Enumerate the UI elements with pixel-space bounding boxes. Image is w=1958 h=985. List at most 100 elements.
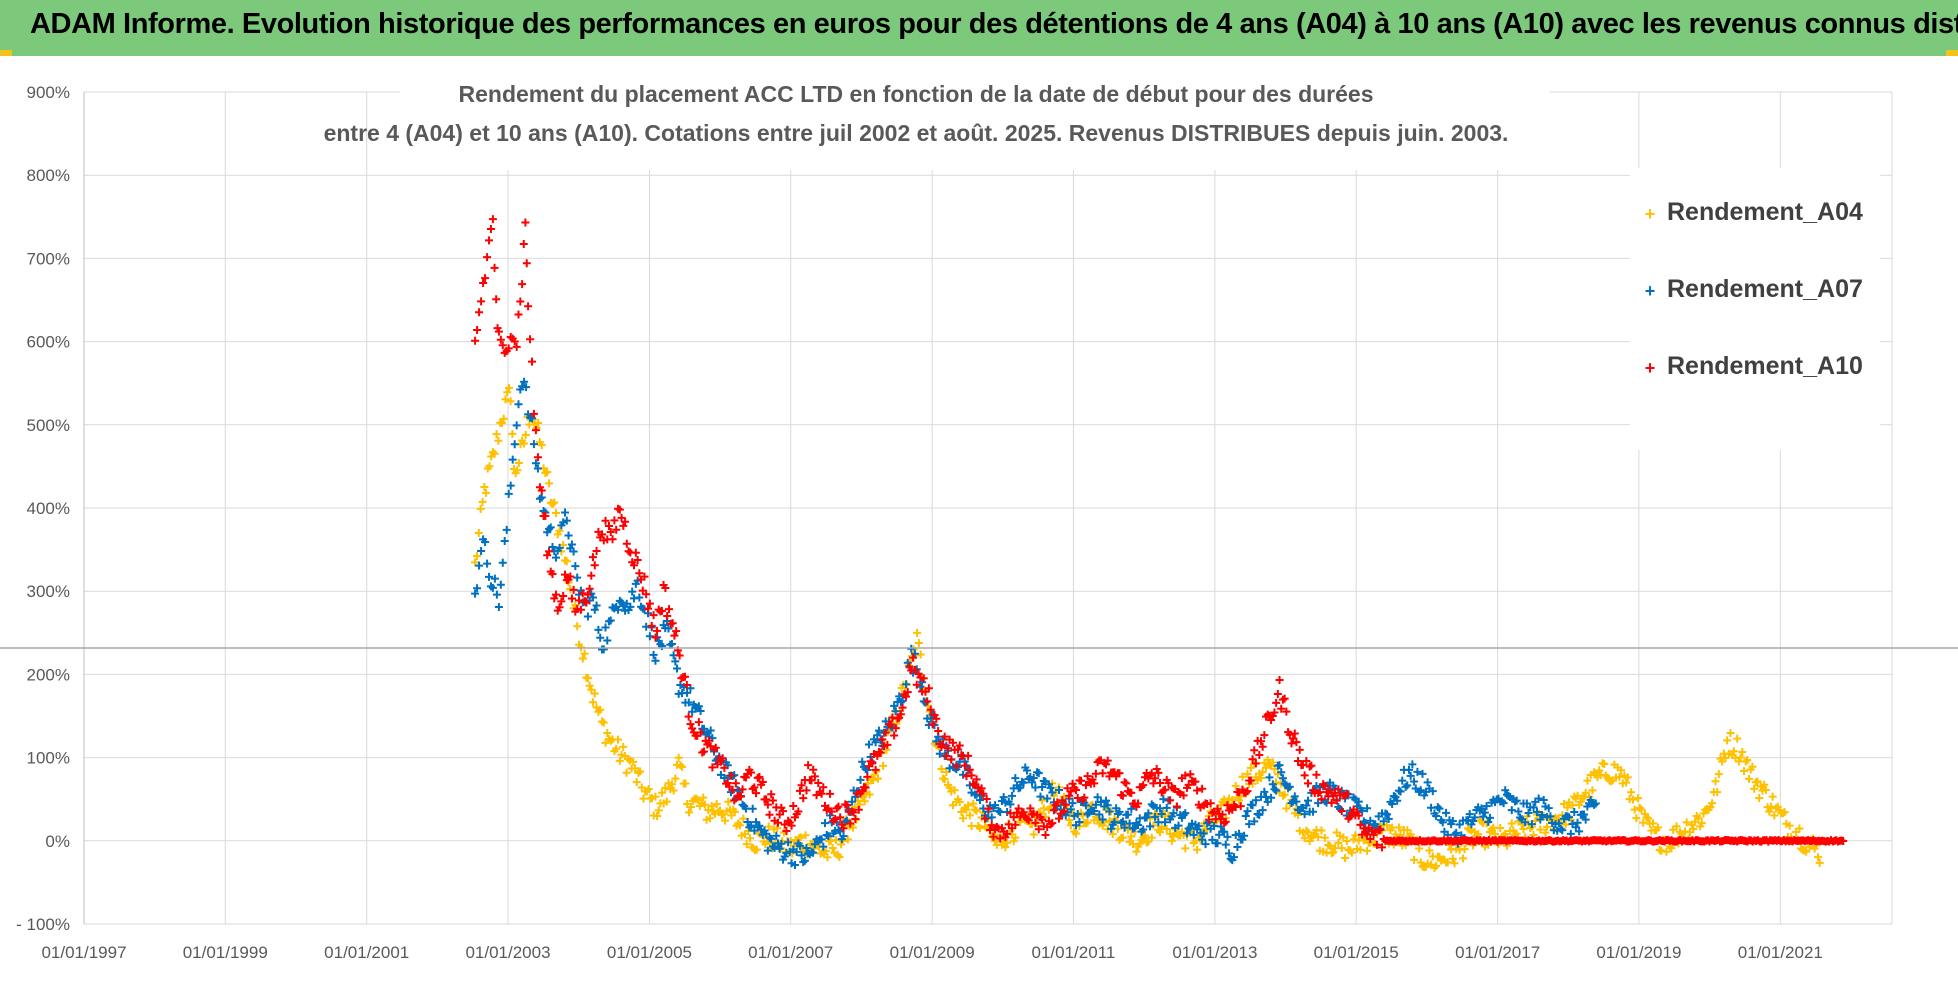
data-point bbox=[1723, 736, 1732, 745]
data-point bbox=[1172, 802, 1181, 811]
data-point bbox=[706, 726, 715, 735]
data-point bbox=[633, 555, 642, 564]
data-point bbox=[514, 459, 523, 468]
data-point bbox=[1406, 830, 1415, 839]
data-point bbox=[909, 653, 918, 662]
data-point bbox=[1213, 804, 1222, 813]
data-point bbox=[960, 761, 969, 770]
data-point bbox=[943, 744, 952, 753]
data-point bbox=[1144, 809, 1153, 818]
data-point bbox=[765, 810, 774, 819]
data-point bbox=[1672, 822, 1681, 831]
data-point bbox=[1139, 825, 1148, 834]
data-point bbox=[1038, 782, 1047, 791]
data-point bbox=[1270, 708, 1279, 717]
data-point bbox=[548, 499, 557, 508]
data-point bbox=[588, 593, 597, 602]
data-point bbox=[1186, 770, 1195, 779]
data-point bbox=[1573, 791, 1582, 800]
data-point bbox=[1036, 792, 1045, 801]
data-point bbox=[1708, 799, 1717, 808]
data-point bbox=[810, 772, 819, 781]
data-point bbox=[979, 789, 988, 798]
data-point bbox=[1413, 767, 1422, 776]
data-point bbox=[912, 680, 921, 689]
data-point bbox=[1210, 821, 1219, 830]
data-point bbox=[861, 783, 870, 792]
data-point bbox=[1667, 844, 1676, 853]
data-point bbox=[1278, 774, 1287, 783]
data-point bbox=[506, 481, 515, 490]
data-point bbox=[1282, 804, 1291, 813]
data-point bbox=[761, 840, 770, 849]
data-point bbox=[996, 808, 1005, 817]
data-point bbox=[1258, 768, 1267, 777]
data-point bbox=[741, 804, 750, 813]
data-point bbox=[590, 605, 599, 614]
data-point bbox=[1287, 739, 1296, 748]
data-point bbox=[1372, 840, 1381, 849]
data-point bbox=[603, 728, 612, 737]
data-point bbox=[1251, 759, 1260, 768]
data-point bbox=[1049, 806, 1058, 815]
data-point bbox=[827, 807, 836, 816]
data-point bbox=[1295, 745, 1304, 754]
data-point bbox=[1093, 793, 1102, 802]
data-point bbox=[1689, 825, 1698, 834]
data-point bbox=[636, 767, 645, 776]
data-point bbox=[1216, 814, 1225, 823]
data-point bbox=[696, 706, 705, 715]
data-point bbox=[972, 775, 981, 784]
data-point bbox=[665, 605, 674, 614]
data-point bbox=[809, 765, 818, 774]
data-point bbox=[903, 688, 912, 697]
data-point bbox=[1263, 797, 1272, 806]
data-point bbox=[508, 429, 517, 438]
legend-marker-a04: + bbox=[1645, 204, 1656, 224]
data-point bbox=[473, 325, 482, 334]
data-point bbox=[498, 558, 507, 567]
data-point bbox=[477, 546, 486, 555]
data-point bbox=[684, 698, 693, 707]
data-point bbox=[603, 636, 612, 645]
data-point bbox=[478, 497, 487, 506]
data-point bbox=[1496, 824, 1505, 833]
data-point bbox=[500, 537, 509, 546]
data-point bbox=[598, 717, 607, 726]
data-point bbox=[1384, 814, 1393, 823]
data-point bbox=[490, 574, 499, 583]
data-point bbox=[1151, 774, 1160, 783]
series-Rendement_A10 bbox=[471, 215, 1848, 852]
data-point bbox=[1147, 800, 1156, 809]
data-point bbox=[1741, 757, 1750, 766]
data-point bbox=[731, 779, 740, 788]
data-point bbox=[874, 726, 883, 735]
data-point bbox=[1714, 770, 1723, 779]
data-point bbox=[615, 756, 624, 765]
data-point bbox=[644, 784, 653, 793]
data-point bbox=[1068, 779, 1077, 788]
data-point bbox=[653, 626, 662, 635]
data-point bbox=[1251, 796, 1260, 805]
data-point bbox=[1039, 804, 1048, 813]
data-point bbox=[1785, 821, 1794, 830]
data-point bbox=[1644, 814, 1653, 823]
data-point bbox=[1152, 764, 1161, 773]
y-tick-label: 200% bbox=[27, 665, 70, 684]
data-point bbox=[914, 639, 923, 648]
chart-title-line-1: Rendement du placement ACC LTD en foncti… bbox=[459, 81, 1374, 107]
data-point bbox=[682, 680, 691, 689]
data-point bbox=[657, 788, 666, 797]
data-point bbox=[1156, 778, 1165, 787]
data-point bbox=[1753, 777, 1762, 786]
data-point bbox=[954, 745, 963, 754]
data-point bbox=[1393, 796, 1402, 805]
data-point bbox=[1220, 827, 1229, 836]
data-point bbox=[537, 486, 546, 495]
data-point bbox=[1432, 812, 1441, 821]
data-point bbox=[728, 785, 737, 794]
data-point bbox=[913, 628, 922, 637]
data-point bbox=[1162, 803, 1171, 812]
data-point bbox=[569, 585, 578, 594]
data-point bbox=[1077, 776, 1086, 785]
